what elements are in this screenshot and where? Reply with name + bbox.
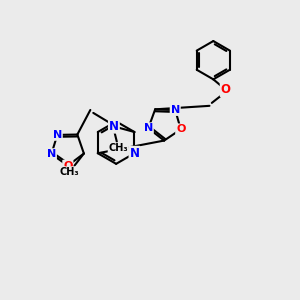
Text: N: N — [130, 147, 140, 160]
Text: N: N — [53, 130, 62, 140]
Text: N: N — [144, 123, 153, 133]
Text: O: O — [221, 83, 231, 96]
Text: O: O — [176, 124, 185, 134]
Text: CH₃: CH₃ — [59, 167, 79, 177]
Text: CH₃: CH₃ — [109, 143, 128, 153]
Text: O: O — [63, 160, 73, 171]
Text: N: N — [47, 149, 56, 159]
Text: N: N — [171, 105, 180, 115]
Text: N: N — [109, 120, 119, 133]
